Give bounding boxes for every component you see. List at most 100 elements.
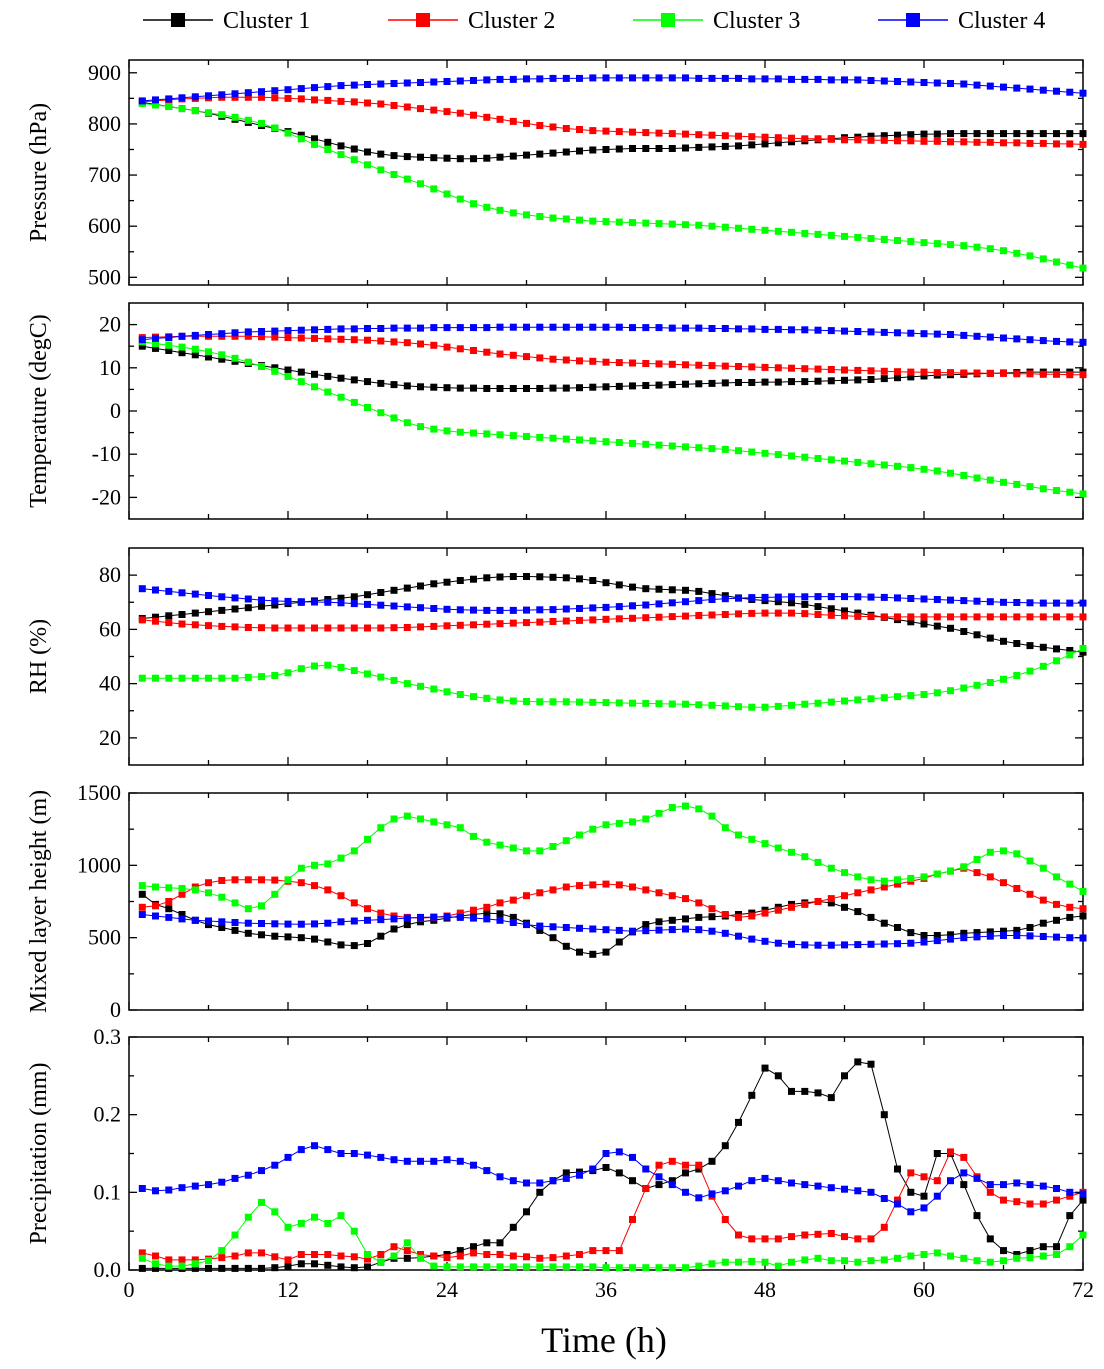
data-point xyxy=(986,873,994,881)
series-line xyxy=(142,103,1084,269)
y-tick-label: 60 xyxy=(99,616,121,641)
data-point xyxy=(867,695,875,703)
data-point xyxy=(430,580,438,588)
data-point xyxy=(960,1181,968,1189)
data-point xyxy=(668,1157,676,1165)
data-point xyxy=(496,1239,504,1247)
data-point xyxy=(456,195,464,203)
data-point xyxy=(218,593,226,601)
data-point xyxy=(271,601,279,609)
data-point xyxy=(721,611,729,618)
data-point xyxy=(509,844,517,852)
data-point xyxy=(602,926,610,934)
data-point xyxy=(271,1161,279,1169)
data-point xyxy=(152,334,159,342)
data-point xyxy=(907,1188,915,1196)
data-point xyxy=(178,332,186,340)
data-point xyxy=(496,899,504,907)
data-point xyxy=(973,474,981,482)
data-point xyxy=(138,1254,146,1262)
data-point xyxy=(708,1190,716,1198)
data-point xyxy=(708,131,716,139)
data-point xyxy=(284,624,292,632)
data-point xyxy=(403,339,411,347)
data-point xyxy=(1079,264,1087,272)
data-point xyxy=(642,921,650,929)
data-point xyxy=(894,329,901,337)
data-point xyxy=(496,206,504,214)
data-point xyxy=(774,451,782,459)
data-point xyxy=(986,679,994,686)
data-point xyxy=(629,74,636,82)
x-tick-label: 72 xyxy=(1072,1277,1094,1302)
data-point xyxy=(668,442,676,450)
data-point xyxy=(827,611,835,619)
series-line xyxy=(142,576,1084,653)
data-point xyxy=(576,924,583,932)
data-point xyxy=(562,125,570,132)
data-point xyxy=(377,1153,385,1161)
y-tick-label: 10 xyxy=(99,355,121,380)
data-point xyxy=(496,606,504,614)
data-point xyxy=(1039,662,1047,670)
series-cluster-3 xyxy=(138,100,1087,272)
data-point xyxy=(642,1165,650,1173)
series-cluster-1 xyxy=(138,342,1087,392)
data-point xyxy=(589,925,597,933)
data-point xyxy=(589,616,597,624)
data-point xyxy=(629,1177,636,1185)
data-point xyxy=(1013,1254,1021,1262)
data-point xyxy=(907,595,915,602)
data-point xyxy=(708,927,716,935)
data-point xyxy=(284,933,292,941)
data-point xyxy=(642,440,650,448)
data-point xyxy=(880,328,888,336)
data-point xyxy=(1000,247,1007,255)
data-point xyxy=(814,75,822,83)
data-point xyxy=(430,106,438,114)
data-point xyxy=(364,325,371,332)
data-point xyxy=(642,129,650,137)
data-point xyxy=(165,1262,173,1270)
data-point xyxy=(920,130,928,138)
data-point xyxy=(735,447,742,455)
data-point xyxy=(960,369,968,377)
data-point xyxy=(1053,1185,1060,1192)
legend-entry-4: Cluster 4 xyxy=(878,8,1045,34)
legend-label: Cluster 4 xyxy=(958,8,1045,34)
data-point xyxy=(271,1208,279,1216)
data-point xyxy=(986,928,994,936)
data-point xyxy=(655,1173,663,1181)
data-point xyxy=(178,915,186,923)
data-point xyxy=(364,161,371,169)
data-point xyxy=(1026,370,1034,378)
data-point xyxy=(311,1213,318,1221)
y-tick-label: 0 xyxy=(110,997,121,1022)
data-point xyxy=(1039,1182,1047,1190)
data-point xyxy=(231,1174,239,1182)
data-point xyxy=(390,102,398,109)
data-point xyxy=(721,1216,729,1223)
data-point xyxy=(496,573,504,581)
data-point xyxy=(721,702,729,710)
data-point xyxy=(470,575,477,583)
data-point xyxy=(456,909,464,917)
data-point xyxy=(880,236,888,243)
data-point xyxy=(231,899,239,907)
data-point xyxy=(377,916,385,924)
data-point xyxy=(403,680,411,688)
data-point xyxy=(973,130,981,138)
data-point xyxy=(695,380,703,388)
data-point xyxy=(867,376,875,383)
data-point xyxy=(721,74,729,82)
data-point xyxy=(589,437,597,445)
data-point xyxy=(920,938,928,946)
data-point xyxy=(1039,370,1047,378)
data-point xyxy=(960,684,968,692)
data-point xyxy=(973,81,981,89)
data-point xyxy=(920,1173,928,1181)
data-point xyxy=(470,155,477,163)
data-point xyxy=(470,429,477,437)
data-point xyxy=(562,1252,570,1260)
data-point xyxy=(562,617,570,625)
